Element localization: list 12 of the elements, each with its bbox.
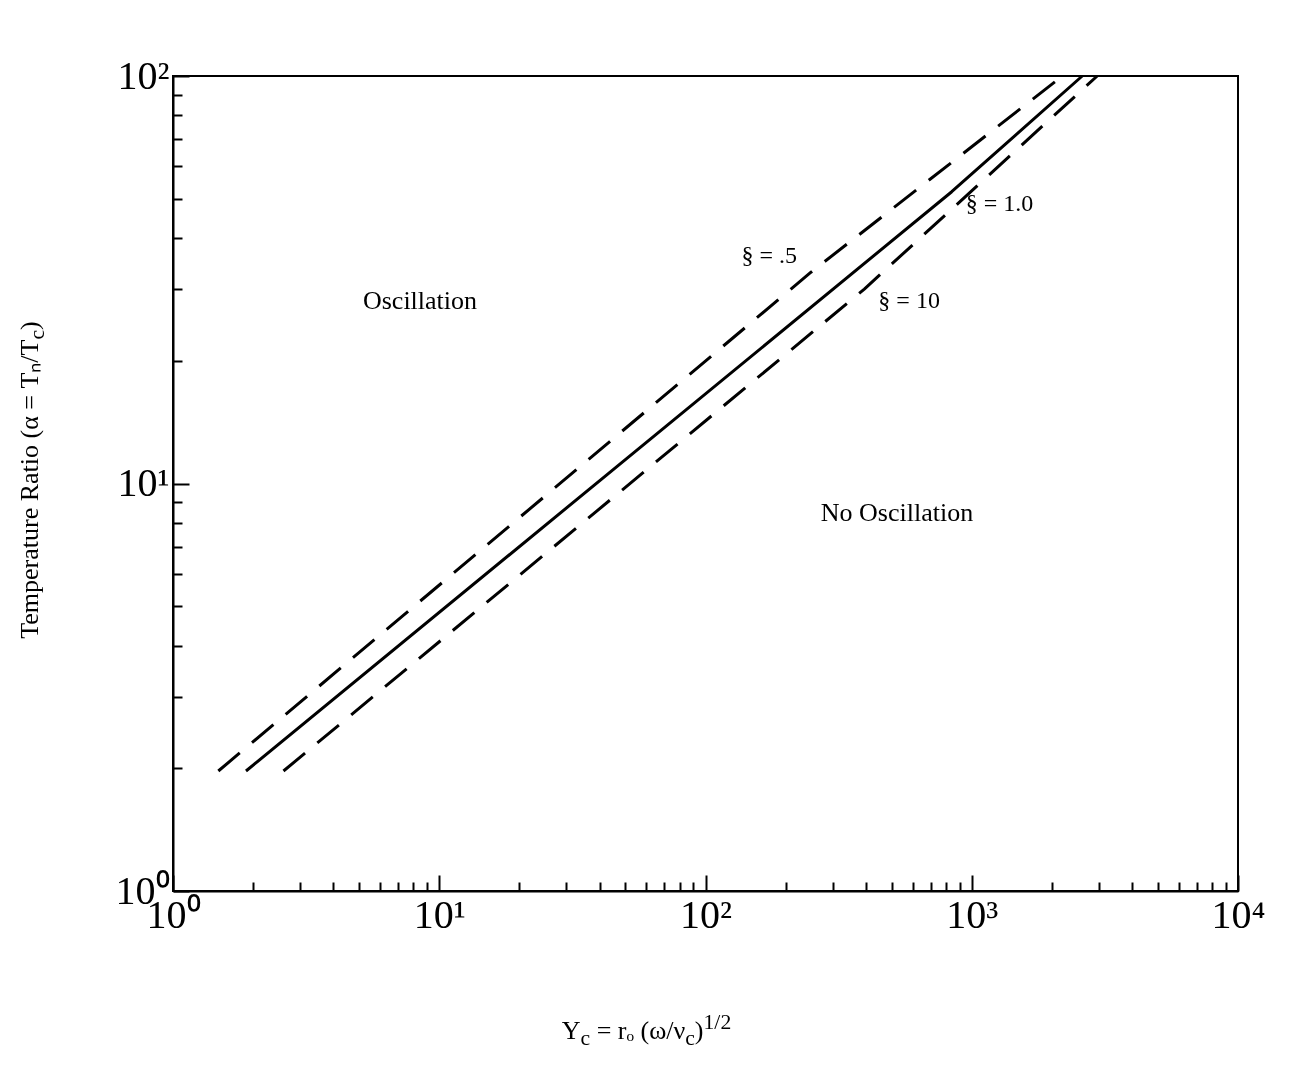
series-label: § = 10 <box>878 287 940 314</box>
x-tick-label: 10² <box>680 891 732 937</box>
series-label: § = .5 <box>741 242 797 269</box>
x-tick-label: 10⁴ <box>1211 891 1266 937</box>
y-tick-label: 10² <box>117 52 170 98</box>
annotation: Oscillation <box>362 286 478 315</box>
x-axis-title: Y$_{c}$ = rₒ (ω/ν$_{c}$)$^{1/2}$ <box>560 1010 733 1051</box>
x-tick-label: 10³ <box>946 891 999 937</box>
y-tick-label: 10¹ <box>117 460 170 505</box>
x-tick-label: 10¹ <box>413 891 466 937</box>
annotation: No Oscillation <box>820 498 974 527</box>
series-label: § = 1.0 <box>965 189 1034 216</box>
